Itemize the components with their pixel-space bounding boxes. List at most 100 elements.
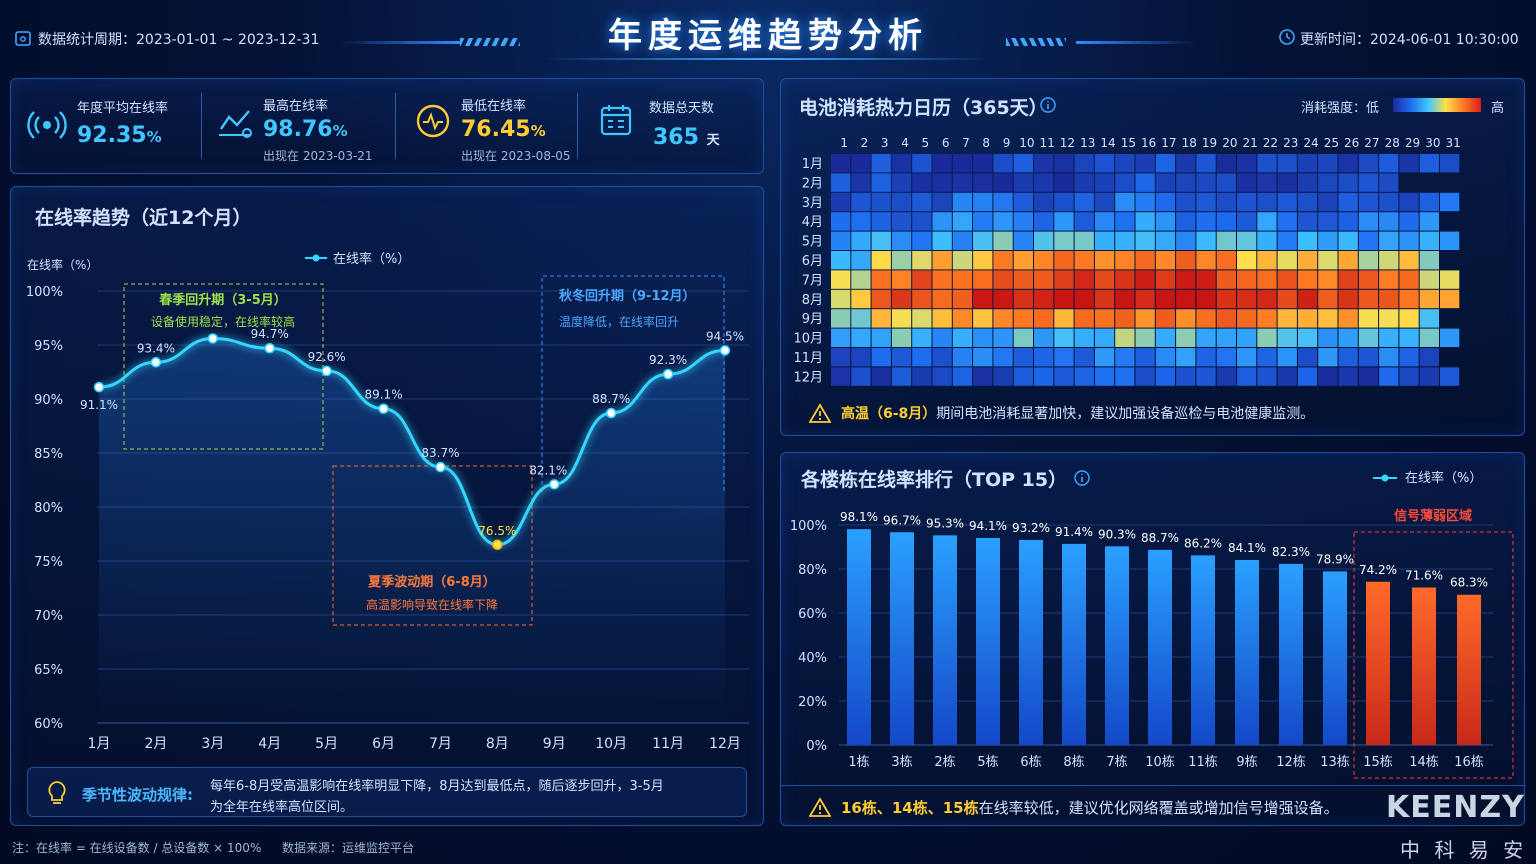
heat-cell xyxy=(831,212,851,231)
period-text: 数据统计周期：2023-01-01 ~ 2023-12-31 xyxy=(38,32,320,48)
x-tick-label: 8栋 xyxy=(1063,754,1084,770)
pulse-icon xyxy=(416,104,450,138)
heat-cell xyxy=(1318,270,1338,289)
heat-cell xyxy=(1135,154,1155,173)
heat-cell xyxy=(1297,309,1318,328)
heat-cell xyxy=(831,231,851,250)
data-point xyxy=(264,342,275,354)
heat-cell xyxy=(851,192,871,212)
heat-cell xyxy=(1297,231,1318,250)
bar-value-label: 68.3% xyxy=(1450,576,1488,590)
heat-cell xyxy=(1440,289,1460,309)
y-tick-label: 75% xyxy=(34,555,63,570)
heat-cell xyxy=(912,289,932,309)
heat-cell xyxy=(1338,231,1358,250)
heat-cell xyxy=(891,212,912,231)
heat-cell xyxy=(1338,192,1358,212)
calendar-icon xyxy=(15,31,31,46)
heat-cell xyxy=(871,328,891,347)
bar xyxy=(1148,549,1172,745)
heat-cell xyxy=(851,309,871,328)
month-label: 8月 xyxy=(802,293,823,308)
heatmap-title: 电池消耗热力日历（365天） xyxy=(799,97,1048,119)
heat-cell xyxy=(1257,251,1277,270)
heat-cell xyxy=(1094,231,1115,250)
heat-cell xyxy=(1399,309,1419,328)
heat-cell xyxy=(1196,309,1216,328)
heat-cell xyxy=(1297,251,1318,270)
heat-cell xyxy=(1054,173,1074,192)
heat-cell xyxy=(952,328,973,347)
heat-cell xyxy=(1115,154,1135,173)
heat-cell xyxy=(1155,173,1176,192)
kpi-avg-label: 年度平均在线率 xyxy=(77,101,169,116)
heat-cell xyxy=(993,328,1013,347)
heat-cell xyxy=(1054,367,1074,386)
heat-cell xyxy=(1074,367,1094,386)
heat-cell xyxy=(831,173,851,192)
heat-cell xyxy=(973,367,993,386)
data-label: 92.6% xyxy=(308,350,346,364)
heat-cell xyxy=(1216,289,1236,309)
heat-cell xyxy=(891,154,912,173)
updated-text: 更新时间：2024-06-01 10:30:00 xyxy=(1300,32,1519,48)
heat-cell xyxy=(1399,289,1419,309)
heat-cell xyxy=(831,270,851,289)
trend-title: 在线率趋势（近12个月） xyxy=(35,207,252,229)
month-label: 5月 xyxy=(802,235,823,250)
x-tick-label: 2月 xyxy=(144,736,167,752)
summer-annotation-title: 夏季波动期（6-8月） xyxy=(367,574,496,590)
month-label: 1月 xyxy=(802,157,823,172)
heat-cell xyxy=(891,309,912,328)
day-label: 13 xyxy=(1080,136,1095,150)
y-tick-label: 100% xyxy=(790,519,827,534)
y-tick-label: 85% xyxy=(34,447,63,462)
y-tick-label: 80% xyxy=(798,563,827,578)
day-label: 31 xyxy=(1446,136,1461,150)
heat-cell xyxy=(851,231,871,250)
bar-value-label: 91.4% xyxy=(1055,525,1093,539)
seasonal-note: 季节性波动规律: 每年6-8月受高温影响在线率明显下降，8月达到最低点，随后逐步… xyxy=(27,767,747,817)
heat-cell xyxy=(1176,154,1196,173)
warning-icon xyxy=(809,797,831,817)
heat-cell xyxy=(1216,367,1236,386)
data-point xyxy=(605,407,617,419)
heat-cell xyxy=(1257,212,1277,231)
heat-cell xyxy=(1155,231,1176,250)
heat-cell xyxy=(831,289,851,309)
heat-cell xyxy=(831,328,851,347)
heat-cell xyxy=(1379,231,1399,250)
bar-value-label: 88.7% xyxy=(1141,531,1179,545)
heat-cell xyxy=(851,367,871,386)
y-tick-label: 80% xyxy=(34,501,63,516)
heat-cell xyxy=(1094,251,1115,270)
heat-cell xyxy=(1257,231,1277,250)
heatmap-alert: 高温（6-8月）期间电池消耗显著加快，建议加强设备巡检与电池健康监测。 xyxy=(841,406,1315,422)
y-tick-label: 70% xyxy=(34,609,63,624)
heat-cell xyxy=(1257,348,1277,367)
heat-cell xyxy=(1277,270,1297,289)
heat-cell xyxy=(1358,154,1379,173)
heat-cell xyxy=(1358,231,1379,250)
bar-value-label: 86.2% xyxy=(1184,536,1222,550)
heat-cell xyxy=(952,212,973,231)
day-label: 2 xyxy=(861,136,869,150)
heat-cell xyxy=(1358,367,1379,386)
heat-cell xyxy=(1216,173,1236,192)
info-icon[interactable] xyxy=(1073,469,1091,487)
kpi-avg-value: 92.35% xyxy=(77,123,162,148)
heat-cell xyxy=(1013,154,1033,173)
x-tick-label: 4月 xyxy=(258,736,281,752)
heat-cell xyxy=(1318,367,1338,386)
heat-cell xyxy=(1257,173,1277,192)
heat-cell xyxy=(1034,328,1054,347)
x-tick-label: 10栋 xyxy=(1145,754,1175,770)
heat-cell xyxy=(1196,289,1216,309)
heat-cell xyxy=(831,367,851,386)
heat-cell xyxy=(1013,309,1033,328)
info-icon[interactable] xyxy=(1039,96,1057,114)
legend-label: 在线率（%） xyxy=(333,251,410,267)
month-label: 7月 xyxy=(802,273,823,288)
data-point xyxy=(662,368,674,380)
heat-cell xyxy=(1013,231,1033,250)
